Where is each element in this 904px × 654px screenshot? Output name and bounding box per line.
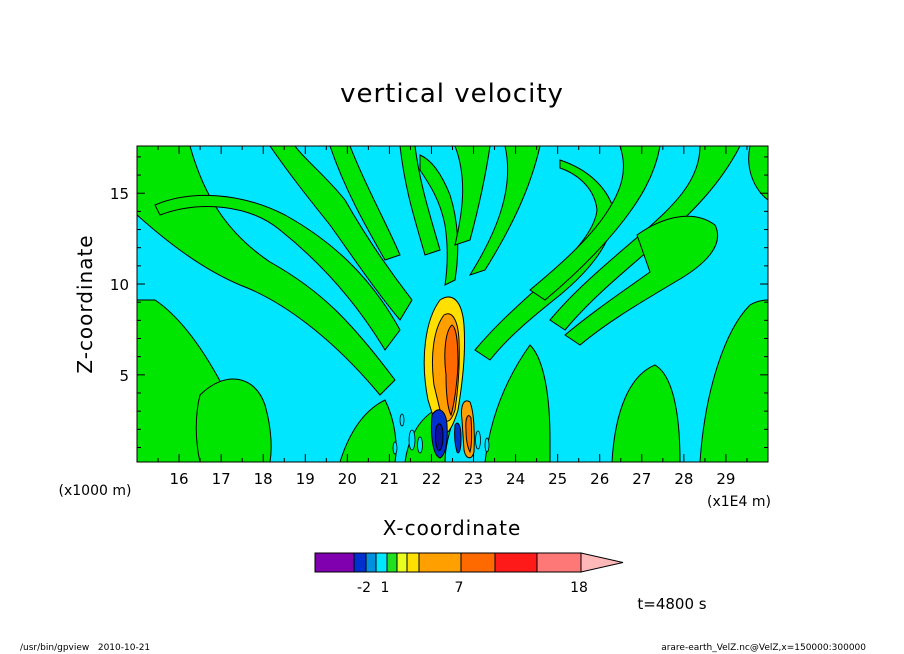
- y-axis-label: Z-coordinate: [73, 234, 97, 373]
- contour-speck: [408, 429, 416, 451]
- x-axis: 16 17 18 19 20 21 22 23 24 25 26 27 28 29: [157, 146, 748, 488]
- y-tick-label: 5: [119, 367, 129, 385]
- colorbar-label: 1: [381, 580, 390, 596]
- updraft-core-lower-inner: [465, 415, 473, 454]
- x-tick-label: 17: [212, 470, 231, 488]
- y-tick-label: 10: [110, 276, 129, 294]
- contour-field: [137, 146, 768, 462]
- x-unit-label: (x1E4 m): [707, 494, 771, 510]
- x-tick-label: 29: [716, 470, 735, 488]
- contour-speck: [392, 441, 398, 455]
- colorbar-label: -2: [357, 580, 371, 596]
- colorbar-segment: [494, 552, 538, 573]
- colorbar: -2 1 7 18: [314, 552, 624, 596]
- x-tick-label: 16: [170, 470, 189, 488]
- x-tick-label: 27: [632, 470, 651, 488]
- footer-left: /usr/bin/gpview 2010-10-21: [20, 643, 150, 653]
- time-annotation: t=4800 s: [637, 595, 706, 613]
- contour-band: [748, 146, 768, 201]
- x-tick-label: 20: [338, 470, 357, 488]
- chart-title: vertical velocity: [340, 79, 564, 109]
- contour-band: [195, 378, 272, 462]
- contour-band: [484, 344, 551, 462]
- colorbar-segment: [536, 552, 582, 573]
- contour-band: [300, 146, 401, 261]
- x-tick-label: 24: [506, 470, 525, 488]
- contour-band: [365, 146, 441, 256]
- x-tick-label: 19: [296, 470, 315, 488]
- colorbar-segment: [365, 552, 377, 573]
- contour-band: [454, 146, 491, 246]
- y-tick-label: 15: [110, 185, 129, 203]
- contour-band: [419, 154, 459, 286]
- x-tick-label: 22: [422, 470, 441, 488]
- x-tick-label: 28: [674, 470, 693, 488]
- x-axis-label: X-coordinate: [383, 516, 522, 540]
- y-axis: 5 10 15: [110, 156, 768, 448]
- contour-speck: [484, 437, 490, 453]
- colorbar-segment: [353, 552, 367, 573]
- colorbar-segment: [396, 552, 408, 573]
- x-tick-label: 23: [464, 470, 483, 488]
- colorbar-segment: [386, 552, 398, 573]
- colorbar-segment: [314, 552, 355, 573]
- x-tick-label: 26: [590, 470, 609, 488]
- contour-band: [699, 299, 768, 462]
- x-tick-label: 25: [548, 470, 567, 488]
- contour-band: [564, 215, 719, 346]
- colorbar-segment: [460, 552, 496, 573]
- x-tick-label: 18: [254, 470, 273, 488]
- updraft-core-dark-orange: [444, 324, 459, 417]
- contour-band: [137, 146, 396, 396]
- contour-band: [611, 364, 681, 462]
- x-tick-label: 21: [380, 470, 399, 488]
- colorbar-segment: [418, 552, 462, 573]
- contour-speck: [417, 436, 423, 454]
- colorbar-label: 18: [570, 580, 588, 596]
- contour-speck: [399, 413, 405, 427]
- footer-right: arare-earth_VelZ.nc@VelZ,x=150000:300000: [661, 643, 866, 653]
- colorbar-segment: [375, 552, 388, 573]
- downdraft-core-right: [454, 422, 462, 454]
- downdraft-core-inner: [434, 423, 444, 451]
- contour-band: [529, 146, 661, 301]
- colorbar-arrow: [580, 552, 624, 573]
- contour-band: [225, 146, 413, 321]
- colorbar-segment: [406, 552, 420, 573]
- contour-band: [154, 194, 401, 351]
- contour-band: [468, 146, 541, 276]
- y-unit-label: (x1000 m): [59, 483, 132, 499]
- colorbar-label: 7: [455, 580, 464, 596]
- contour-speck: [475, 430, 481, 450]
